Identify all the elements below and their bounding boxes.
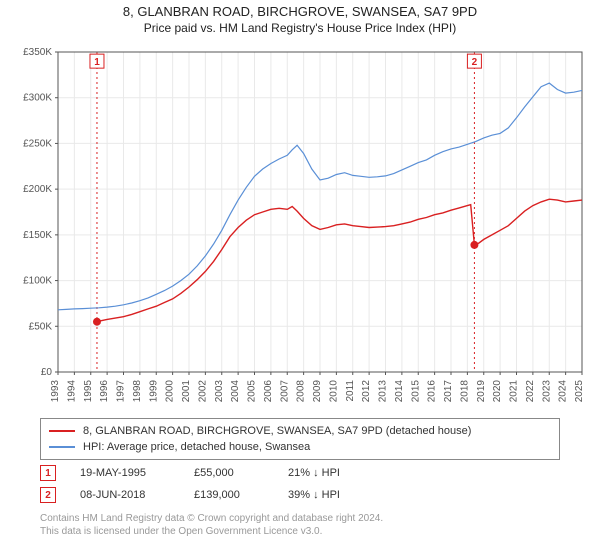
svg-text:2020: 2020 [492,380,503,403]
title-line2: Price paid vs. HM Land Registry's House … [0,21,600,35]
svg-text:2012: 2012 [361,380,372,403]
svg-text:2023: 2023 [541,380,552,403]
chart-svg: £0 £50K £100K £150K £200K £250K £300K £350K 1993… [8,42,592,412]
svg-text:2001: 2001 [181,380,192,403]
chart-title-block: 8, GLANBRAN ROAD, BIRCHGROVE, SWANSEA, S… [0,0,600,35]
svg-text:2004: 2004 [230,380,241,403]
transaction-row: 2 08-JUN-2018 £139,000 39% ↓ HPI [40,484,340,506]
svg-text:2021: 2021 [509,380,520,403]
svg-text:2000: 2000 [165,380,176,403]
svg-text:2008: 2008 [296,380,307,403]
svg-text:2019: 2019 [476,380,487,403]
svg-text:1997: 1997 [116,380,127,403]
legend-label-1: HPI: Average price, detached house, Swan… [83,439,310,455]
svg-text:£50K: £50K [29,321,53,332]
legend-label-0: 8, GLANBRAN ROAD, BIRCHGROVE, SWANSEA, S… [83,423,471,439]
license-line2: This data is licensed under the Open Gov… [40,525,383,538]
svg-text:2016: 2016 [427,380,438,403]
transactions-table: 1 19-MAY-1995 £55,000 21% ↓ HPI 2 08-JUN… [40,462,340,506]
transaction-row: 1 19-MAY-1995 £55,000 21% ↓ HPI [40,462,340,484]
title-line1: 8, GLANBRAN ROAD, BIRCHGROVE, SWANSEA, S… [0,4,600,19]
svg-text:1: 1 [94,57,100,68]
svg-text:2013: 2013 [378,380,389,403]
svg-text:£100K: £100K [23,276,52,287]
legend-swatch-1 [49,446,75,448]
marker-box-1: 1 [40,465,56,481]
transaction-price: £55,000 [194,467,264,479]
svg-text:2009: 2009 [312,380,323,403]
transaction-price: £139,000 [194,489,264,501]
legend-row: HPI: Average price, detached house, Swan… [49,439,551,455]
svg-text:2: 2 [472,57,478,68]
svg-text:£0: £0 [41,367,53,378]
marker-box-2: 2 [40,487,56,503]
svg-text:2003: 2003 [214,380,225,403]
svg-text:2018: 2018 [459,380,470,403]
page-container: 8, GLANBRAN ROAD, BIRCHGROVE, SWANSEA, S… [0,0,600,560]
svg-text:2022: 2022 [525,380,536,403]
svg-text:1993: 1993 [50,380,61,403]
svg-text:£350K: £350K [23,47,52,58]
transaction-delta: 21% ↓ HPI [288,467,340,479]
svg-text:2007: 2007 [279,380,290,403]
svg-text:£300K: £300K [23,93,52,104]
transaction-date: 19-MAY-1995 [80,467,170,479]
svg-text:£150K: £150K [23,230,52,241]
license-line1: Contains HM Land Registry data © Crown c… [40,512,383,525]
svg-text:2010: 2010 [328,380,339,403]
transaction-delta: 39% ↓ HPI [288,489,340,501]
svg-text:2014: 2014 [394,380,405,403]
svg-text:2011: 2011 [345,380,356,402]
svg-text:£250K: £250K [23,138,52,149]
svg-text:2005: 2005 [247,380,258,403]
svg-text:1998: 1998 [132,380,143,403]
svg-text:1995: 1995 [83,380,94,403]
legend-swatch-0 [49,430,75,432]
legend-box: 8, GLANBRAN ROAD, BIRCHGROVE, SWANSEA, S… [40,418,560,460]
license-text: Contains HM Land Registry data © Crown c… [40,512,383,538]
chart-area: £0 £50K £100K £150K £200K £250K £300K £350K 1993… [8,42,592,412]
svg-text:1994: 1994 [66,380,77,403]
svg-text:2002: 2002 [197,380,208,403]
svg-text:1996: 1996 [99,380,110,403]
svg-text:2024: 2024 [558,380,569,403]
svg-text:2015: 2015 [410,380,421,403]
svg-text:2025: 2025 [574,380,585,403]
svg-text:1999: 1999 [148,380,159,403]
svg-text:£200K: £200K [23,184,52,195]
transaction-date: 08-JUN-2018 [80,489,170,501]
svg-text:2006: 2006 [263,380,274,403]
legend-row: 8, GLANBRAN ROAD, BIRCHGROVE, SWANSEA, S… [49,423,551,439]
svg-text:2017: 2017 [443,380,454,403]
